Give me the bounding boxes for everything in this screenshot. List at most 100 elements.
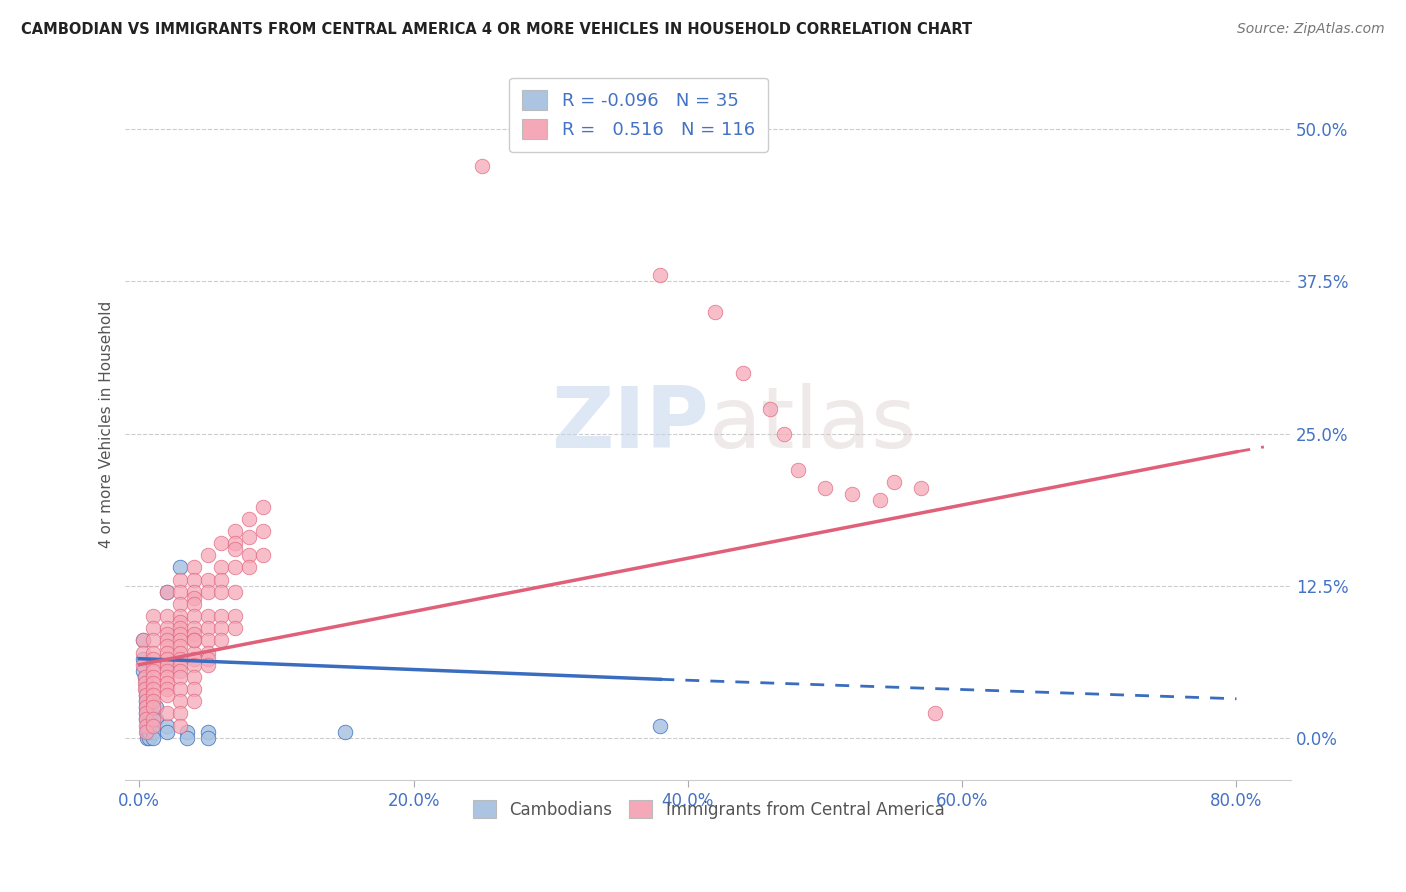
Point — [156, 706, 179, 721]
Point — [197, 646, 219, 660]
Point — [471, 159, 494, 173]
Point — [132, 633, 155, 648]
Point — [139, 713, 162, 727]
Point — [176, 731, 198, 745]
Point — [139, 706, 162, 721]
Point — [169, 651, 191, 665]
Point — [142, 731, 165, 745]
Point — [650, 268, 672, 283]
Point — [772, 426, 794, 441]
Point — [197, 573, 219, 587]
Point — [135, 718, 157, 732]
Point — [731, 366, 754, 380]
Point — [869, 493, 891, 508]
Point — [142, 670, 165, 684]
Point — [183, 597, 205, 611]
Point — [142, 657, 165, 672]
Point — [132, 664, 155, 678]
Point — [138, 724, 160, 739]
Point — [135, 694, 157, 708]
Legend: Cambodians, Immigrants from Central America: Cambodians, Immigrants from Central Amer… — [465, 793, 950, 825]
Point — [156, 646, 179, 660]
Point — [211, 609, 233, 624]
Point — [252, 548, 274, 562]
Point — [132, 633, 155, 648]
Point — [135, 681, 157, 696]
Point — [211, 560, 233, 574]
Point — [135, 676, 157, 690]
Point — [841, 487, 863, 501]
Point — [145, 700, 167, 714]
Point — [139, 694, 162, 708]
Point — [156, 657, 179, 672]
Point — [138, 718, 160, 732]
Point — [183, 591, 205, 605]
Point — [135, 713, 157, 727]
Point — [169, 573, 191, 587]
Point — [910, 481, 932, 495]
Point — [183, 681, 205, 696]
Point — [135, 713, 157, 727]
Point — [136, 718, 159, 732]
Point — [135, 688, 157, 702]
Point — [183, 627, 205, 641]
Point — [197, 548, 219, 562]
Point — [211, 536, 233, 550]
Point — [142, 633, 165, 648]
Point — [540, 122, 562, 136]
Point — [183, 670, 205, 684]
Point — [169, 584, 191, 599]
Point — [156, 640, 179, 654]
Point — [156, 584, 179, 599]
Point — [156, 664, 179, 678]
Point — [135, 700, 157, 714]
Point — [169, 597, 191, 611]
Point — [183, 621, 205, 635]
Point — [156, 670, 179, 684]
Point — [924, 706, 946, 721]
Point — [169, 609, 191, 624]
Point — [224, 584, 246, 599]
Point — [156, 676, 179, 690]
Text: ZIP: ZIP — [551, 383, 709, 466]
Point — [142, 609, 165, 624]
Point — [183, 560, 205, 574]
Point — [132, 651, 155, 665]
Point — [252, 500, 274, 514]
Point — [169, 627, 191, 641]
Point — [169, 681, 191, 696]
Point — [142, 713, 165, 727]
Point — [169, 615, 191, 629]
Point — [169, 621, 191, 635]
Point — [211, 584, 233, 599]
Point — [142, 676, 165, 690]
Point — [224, 524, 246, 538]
Point — [142, 646, 165, 660]
Point — [138, 731, 160, 745]
Point — [197, 651, 219, 665]
Point — [197, 584, 219, 599]
Point — [142, 724, 165, 739]
Point — [197, 657, 219, 672]
Point — [169, 633, 191, 648]
Text: atlas: atlas — [709, 383, 917, 466]
Point — [156, 718, 179, 732]
Point — [136, 731, 159, 745]
Point — [142, 694, 165, 708]
Point — [183, 633, 205, 648]
Point — [333, 724, 356, 739]
Point — [197, 724, 219, 739]
Point — [883, 475, 905, 490]
Point — [224, 536, 246, 550]
Point — [134, 670, 156, 684]
Point — [134, 676, 156, 690]
Point — [224, 621, 246, 635]
Point — [197, 621, 219, 635]
Point — [169, 694, 191, 708]
Point — [238, 530, 260, 544]
Point — [169, 664, 191, 678]
Point — [224, 609, 246, 624]
Point — [183, 584, 205, 599]
Y-axis label: 4 or more Vehicles in Household: 4 or more Vehicles in Household — [100, 301, 114, 548]
Point — [176, 724, 198, 739]
